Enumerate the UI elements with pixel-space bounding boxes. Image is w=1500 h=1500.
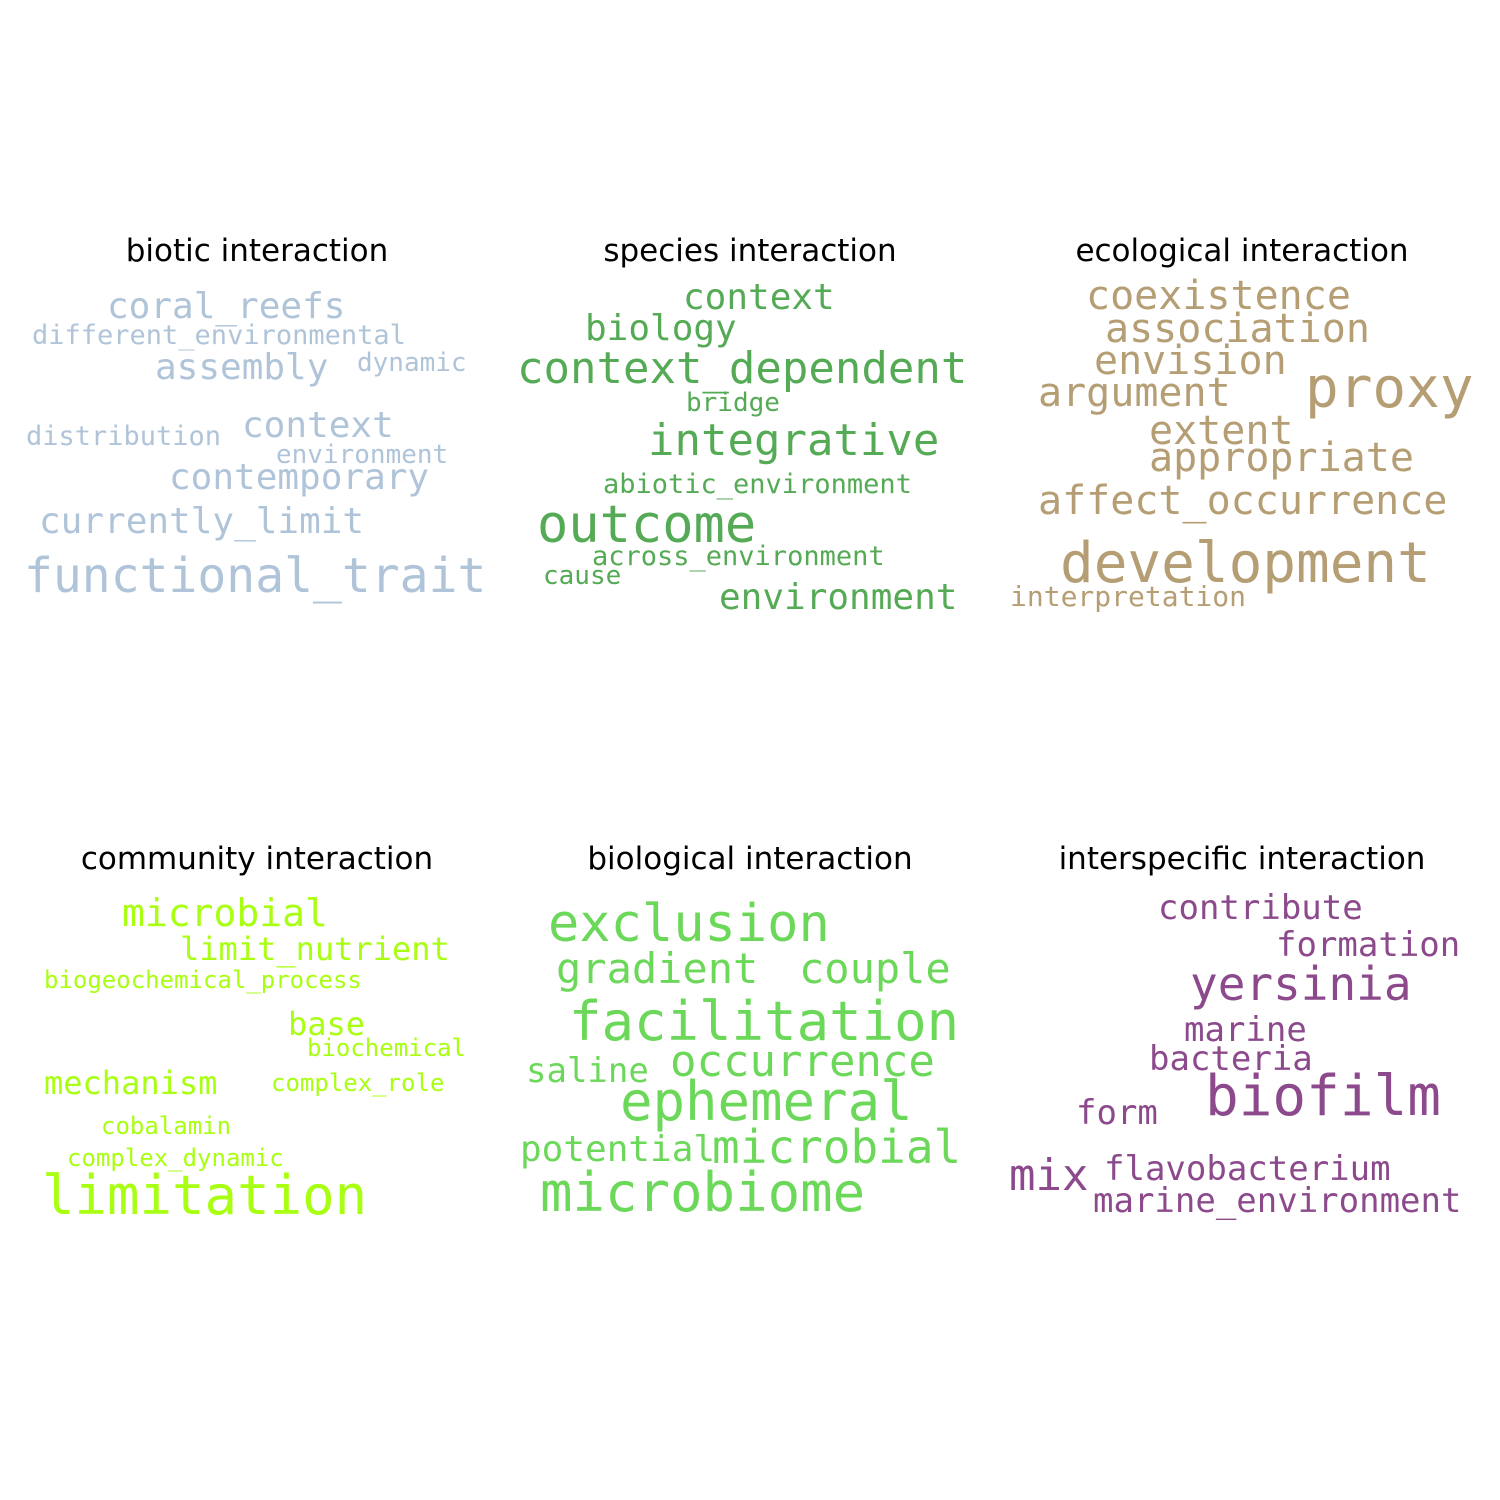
word: gradient	[556, 944, 759, 993]
word: coexistence	[1086, 273, 1351, 319]
word: limit_nutrient	[180, 930, 450, 968]
word: marine	[1184, 1010, 1307, 1050]
word: microbial	[122, 891, 328, 935]
word: couple	[799, 944, 951, 993]
word: complex_role	[271, 1069, 445, 1097]
word: ephemeral	[620, 1070, 913, 1133]
word: occurrence	[670, 1036, 935, 1087]
word: bridge	[686, 388, 780, 418]
word: affect_occurrence	[1038, 478, 1448, 524]
word: environment	[719, 577, 958, 618]
word: biochemical	[307, 1034, 466, 1062]
word: extent	[1149, 408, 1294, 454]
word: different_environmental	[32, 320, 406, 351]
word: envision	[1094, 338, 1287, 384]
word: abiotic_environment	[603, 469, 912, 500]
panel-title: biological interaction	[587, 841, 913, 877]
word: marine_environment	[1093, 1181, 1462, 1221]
word: argument	[1038, 370, 1231, 416]
word: formation	[1276, 925, 1461, 965]
panel-title: species interaction	[603, 233, 897, 269]
word: integrative	[648, 415, 940, 466]
word: microbial	[712, 1120, 962, 1174]
word: mechanism	[44, 1064, 218, 1102]
word: flavobacterium	[1104, 1149, 1391, 1189]
word: yersinia	[1190, 957, 1412, 1011]
word: coral_reefs	[107, 286, 346, 327]
word: proxy	[1305, 356, 1474, 421]
word: cobalamin	[101, 1112, 232, 1140]
word: limitation	[42, 1164, 368, 1227]
word: association	[1105, 306, 1370, 352]
word: context_dependent	[517, 343, 968, 394]
word: contemporary	[169, 457, 430, 498]
word: currently_limit	[39, 501, 365, 542]
word: form	[1076, 1093, 1158, 1133]
word: environment	[276, 440, 449, 470]
word: biogeochemical_process	[44, 966, 362, 994]
word: dynamic	[357, 348, 467, 378]
word: distribution	[26, 421, 222, 452]
word: context	[683, 277, 835, 318]
word: saline	[526, 1051, 649, 1091]
word: biofilm	[1205, 1064, 1442, 1129]
word: context	[242, 405, 394, 446]
word: exclusion	[548, 894, 830, 954]
panel-title: ecological interaction	[1075, 233, 1409, 269]
word: appropriate	[1149, 435, 1414, 481]
word: bacteria	[1149, 1039, 1313, 1079]
word: functional_trait	[24, 548, 487, 604]
word: complex_dynamic	[67, 1144, 284, 1172]
word: microbiome	[540, 1161, 866, 1224]
word: contribute	[1158, 888, 1363, 928]
word: facilitation	[569, 990, 960, 1053]
panel-title: community interaction	[80, 841, 434, 877]
word: development	[1060, 531, 1431, 596]
word: across_environment	[592, 541, 885, 572]
word: biology	[585, 308, 737, 349]
panel-title: biotic interaction	[125, 233, 389, 269]
word: outcome	[537, 495, 757, 555]
word: cause	[543, 561, 622, 591]
word: potential	[520, 1129, 716, 1170]
panel-title: interspecific interaction	[1058, 841, 1426, 877]
word: base	[288, 1005, 366, 1043]
word: assembly	[155, 347, 329, 388]
word: mix	[1009, 1150, 1089, 1201]
word: interpretation	[1010, 580, 1247, 613]
